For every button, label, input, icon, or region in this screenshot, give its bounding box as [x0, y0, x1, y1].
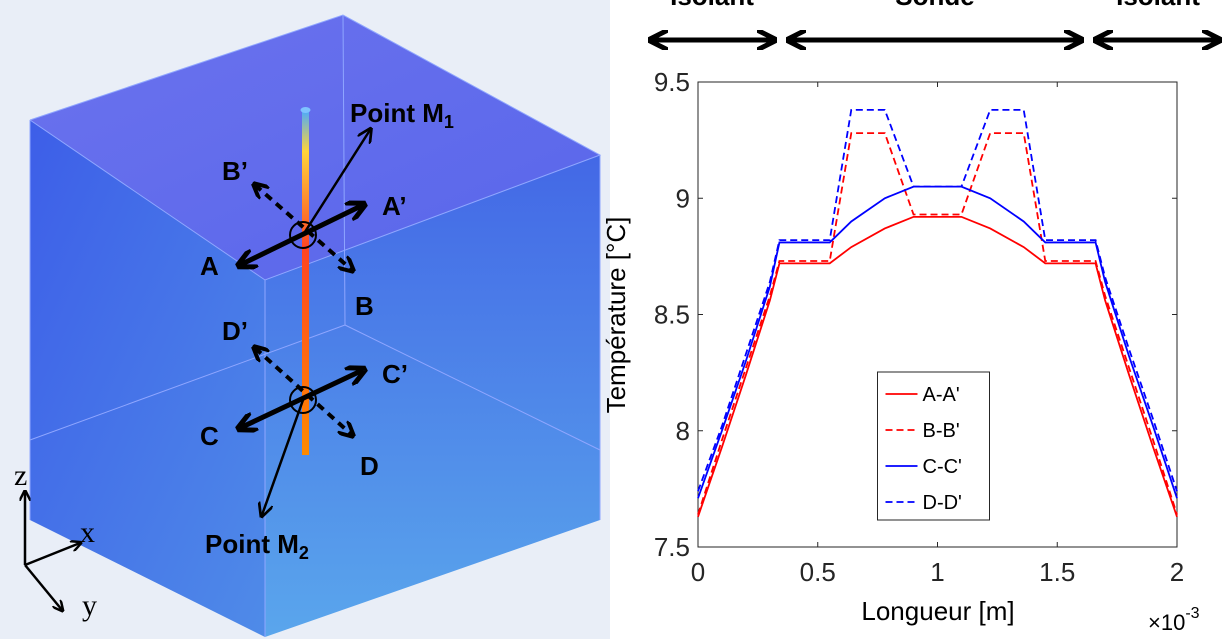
- probe-tip: [300, 107, 311, 113]
- point-subscript: 1: [444, 112, 454, 132]
- section-label: B’: [222, 156, 248, 186]
- axis-x-arrow: [24, 543, 80, 567]
- section-label: A’: [382, 191, 407, 221]
- y-tick-label: 8.5: [654, 300, 690, 330]
- series-line: [697, 132, 1178, 515]
- arrow-m2: [262, 399, 305, 515]
- axis-y-arrow: [24, 564, 62, 610]
- section-label: A: [200, 251, 219, 281]
- section-label: B: [355, 291, 374, 321]
- y-axis-title: Température [°C]: [601, 217, 631, 414]
- section-label: D’: [222, 316, 248, 346]
- y-tick-label: 7.5: [654, 532, 690, 562]
- x-scale-base: ×10: [1148, 610, 1185, 635]
- legend-label: B-B': [923, 420, 960, 442]
- axis-x-label: x: [80, 516, 95, 549]
- y-tick-label: 9: [676, 183, 690, 213]
- y-tick-label: 8: [676, 416, 690, 446]
- x-tick-label: 0: [691, 557, 705, 587]
- point-label: Point M: [205, 529, 299, 559]
- cube-diagram: Point M1 Point M2 A A’ B B’ C C’ D D’ z …: [0, 0, 610, 639]
- probe: [302, 110, 309, 455]
- line-chart: Température [°C] Longueur [m] ×10-3 7.5 8…: [601, 67, 1200, 635]
- point-label: Point M: [350, 98, 444, 128]
- legend-label: D-D': [923, 492, 962, 514]
- x-scale-exponent: -3: [1185, 605, 1199, 622]
- region-label: Isolant: [670, 0, 754, 11]
- arrow-m1: [301, 130, 370, 236]
- axis-y-label: y: [82, 589, 97, 622]
- cube-left: [30, 120, 265, 637]
- region-label: Sonde: [895, 0, 974, 11]
- region-label: Isolant: [1116, 0, 1200, 11]
- arrow-d: [255, 348, 352, 435]
- legend-label: C-C': [923, 456, 962, 478]
- axis-z-label: z: [14, 459, 27, 492]
- section-label: C’: [382, 359, 408, 389]
- x-axis-title: Longueur [m]: [861, 596, 1014, 626]
- legend: A-A' B-B' C-C' D-D': [877, 371, 990, 521]
- x-tick-label: 2: [1170, 557, 1184, 587]
- arrow-b: [255, 185, 352, 270]
- x-tick-label: 0.5: [800, 557, 836, 587]
- x-tick-label: 1: [930, 557, 944, 587]
- series-line: [697, 215, 1178, 518]
- section-label: C: [200, 421, 219, 451]
- region-arrows: Isolant Sonde Isolant: [652, 0, 1218, 40]
- point-subscript: 2: [299, 543, 309, 563]
- x-tick-label: 1.5: [1039, 557, 1075, 587]
- x-scale-label: ×10-3: [1148, 605, 1200, 635]
- point-m1-label: Point M1: [350, 98, 454, 132]
- cube-front: [265, 155, 600, 637]
- series-line: [697, 109, 1178, 492]
- section-label: D: [360, 451, 379, 481]
- cube-top: [30, 15, 600, 280]
- legend-box: [877, 371, 990, 521]
- legend-label: A-A': [923, 384, 960, 406]
- y-tick-label: 9.5: [654, 67, 690, 97]
- point-m2-label: Point M2: [205, 529, 309, 563]
